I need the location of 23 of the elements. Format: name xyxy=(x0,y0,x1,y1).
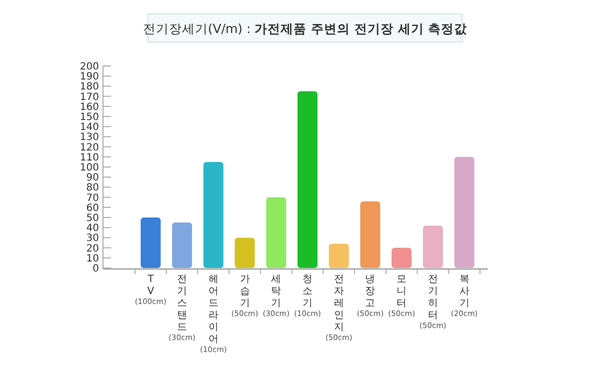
y-tick-label: 80 xyxy=(86,182,99,194)
y-tick-label: 10 xyxy=(86,253,99,264)
y-tick-label: 120 xyxy=(80,142,99,154)
y-tick-label: 150 xyxy=(80,112,99,123)
y-tick-label: 140 xyxy=(80,122,99,134)
y-tick-label: 70 xyxy=(86,192,99,204)
y-tick-label: 30 xyxy=(86,233,99,244)
y-tick-label: 50 xyxy=(86,213,99,224)
y-tick-label: 170 xyxy=(80,92,99,103)
y-tick-label: 0 xyxy=(92,264,99,274)
y-tick-label: 200 xyxy=(80,62,99,72)
y-tick-label: 20 xyxy=(86,243,99,254)
y-tick-label: 110 xyxy=(80,152,99,164)
y-tick-label: 190 xyxy=(80,72,99,83)
y-tick-label: 160 xyxy=(80,102,99,113)
title: 전기장세기(V/m) : 가전제품 주변의 전기장 세기 측정값 xyxy=(142,14,468,42)
y-tick-label: 180 xyxy=(80,82,99,93)
y-tick-label: 130 xyxy=(80,132,99,144)
y-tick-label: 60 xyxy=(86,202,99,214)
y-tick-label: 40 xyxy=(86,223,99,234)
y-tick-label: 100 xyxy=(80,162,99,174)
y-tick-label: 90 xyxy=(86,172,99,184)
chart-title: 전기장세기(V/m) : 가전제품 주변의 전기장 세기 측정값 xyxy=(142,21,468,36)
